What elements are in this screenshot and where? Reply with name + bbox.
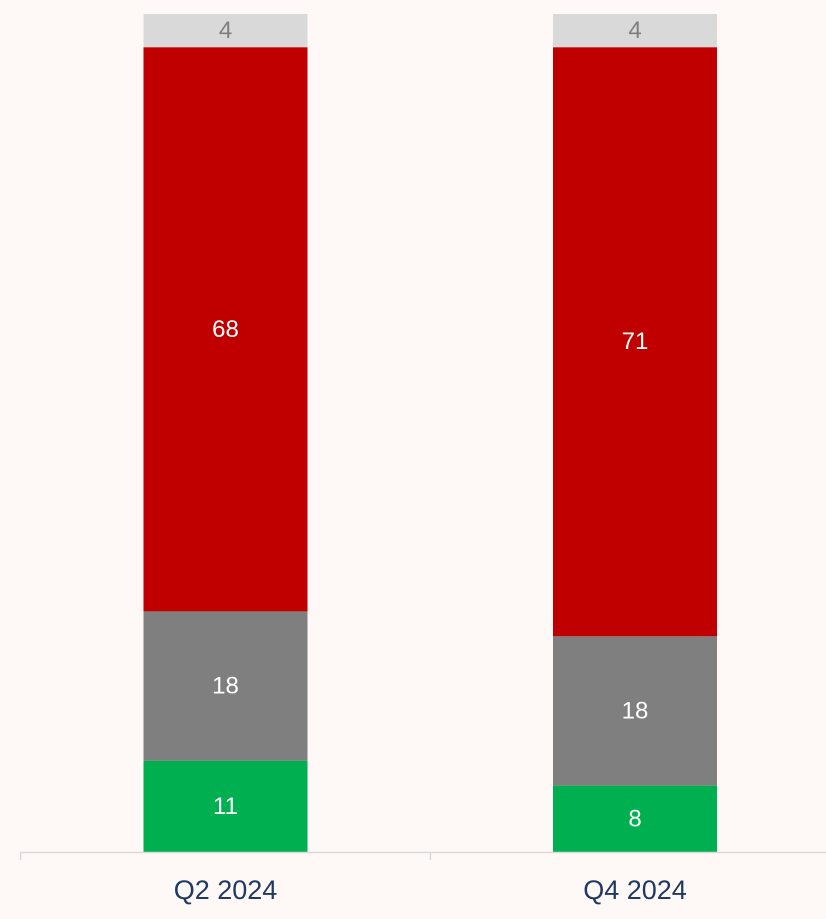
bar-segment-3-cat-2 [553,47,717,637]
bars-group [143,14,717,852]
data-label-3-cat-1: 68 [212,316,239,343]
bar-segment-2-cat-1 [143,611,308,761]
data-label-4-cat-1: 4 [219,17,232,44]
data-label-1-cat-2: 8 [628,805,641,832]
data-labels-group: 11 18 68 4 8 18 71 4 [212,17,648,832]
data-label-4-cat-2: 4 [628,17,641,44]
category-label-2: Q4 2024 [583,875,687,905]
category-labels-group: Q2 2024 Q4 2024 [174,875,687,905]
bar-segment-1-cat-1 [143,760,308,852]
bar-segment-2-cat-2 [553,636,717,786]
bar-segment-3-cat-1 [143,47,308,612]
data-label-2-cat-2: 18 [622,697,649,724]
data-label-1-cat-1: 11 [213,793,238,820]
x-axis [19,851,826,860]
data-label-3-cat-2: 71 [622,328,649,355]
bar-segment-4-cat-2 [553,14,717,48]
data-label-2-cat-1: 18 [212,673,239,700]
category-label-1: Q2 2024 [174,875,278,905]
bar-segment-4-cat-1 [143,14,308,48]
bar-segment-1-cat-2 [553,785,717,852]
